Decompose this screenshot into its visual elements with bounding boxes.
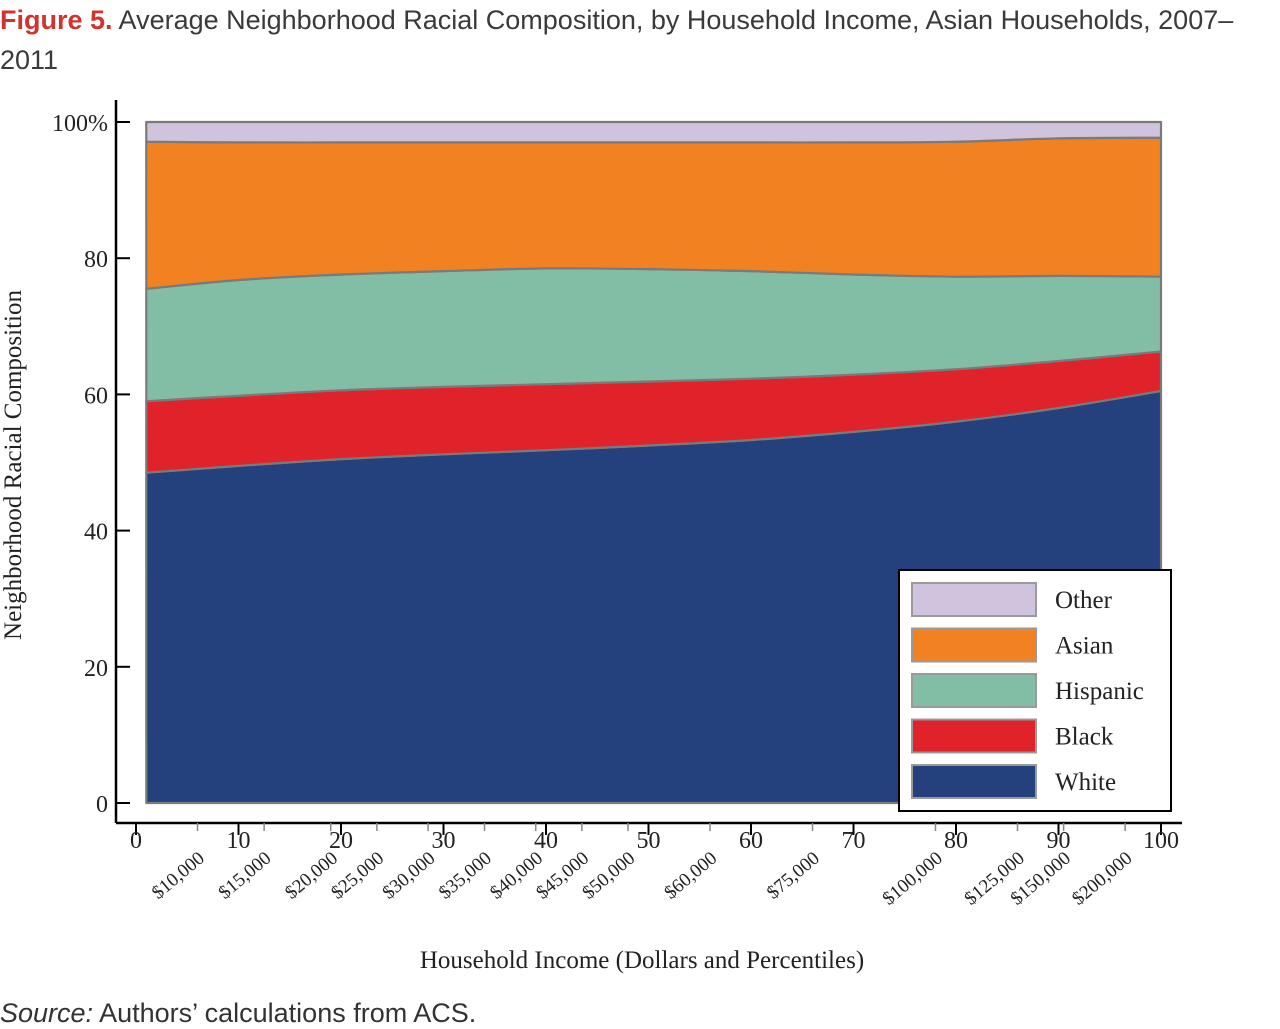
legend-swatch-white — [911, 764, 1037, 799]
legend-swatch-other — [911, 582, 1037, 617]
chart-title: Figure 5. Average Neighborhood Racial Co… — [0, 0, 1280, 80]
stacked-area-chart: 0 20 40 60 80 100% 0 10 20 30 40 50 60 70 80 90 100 $10,0… — [0, 100, 1182, 974]
source-label: Source: — [0, 998, 94, 1028]
dollar-tick-label: $10,000 — [148, 848, 209, 904]
source-note: Source: Authors’ calculations from ACS. — [0, 998, 476, 1029]
area-other — [145, 120, 1163, 144]
dollar-tick-label: $30,000 — [379, 848, 440, 904]
legend-label-other: Other — [1055, 587, 1113, 614]
dollar-tick-label: $100,000 — [879, 848, 947, 910]
legend-label-hispanic: Hispanic — [1055, 678, 1144, 705]
x-tick-label: 20 — [329, 828, 353, 854]
legend-label-black: Black — [1055, 724, 1114, 751]
legend-swatch-asian — [911, 627, 1037, 663]
y-tick-label: 100% — [52, 111, 108, 137]
x-tick-label: 60 — [739, 828, 763, 854]
x-tick-label: 10 — [227, 828, 251, 854]
area-layers — [145, 120, 1163, 805]
y-tick-label: 80 — [84, 247, 108, 273]
y-tick-label: 0 — [96, 792, 108, 818]
dollar-tick-label: $25,000 — [327, 848, 388, 904]
y-tick-label: 40 — [84, 520, 108, 546]
dollar-tick-label: $50,000 — [578, 848, 639, 904]
legend-swatch-black — [911, 718, 1037, 754]
dollar-tick-label: $200,000 — [1068, 848, 1136, 910]
dollar-tick-label: $60,000 — [660, 848, 721, 904]
dollar-tick-label: $75,000 — [763, 848, 824, 904]
x-tick-label: 50 — [637, 828, 661, 854]
x-tick-label: 0 — [130, 828, 142, 854]
x-tick-label: 80 — [944, 828, 968, 854]
x-tick-label: 40 — [534, 828, 558, 854]
x-tick-label: 90 — [1047, 828, 1071, 854]
x-tick-label: 70 — [842, 828, 866, 854]
area-asian — [145, 136, 1163, 290]
dollar-tick-label: $35,000 — [435, 848, 496, 904]
y-axis-label: Neighborhood Racial Composition — [0, 290, 27, 640]
x-tick-label: 30 — [432, 828, 456, 854]
x-axis-label: Household Income (Dollars and Percentile… — [420, 947, 864, 974]
legend-swatch-hispanic — [911, 673, 1037, 708]
legend-label-white: White — [1055, 769, 1116, 796]
dollar-tick-label: $15,000 — [215, 848, 276, 904]
y-tick-label: 20 — [84, 656, 108, 682]
legend: Other Asian Hispanic Black White — [898, 569, 1172, 812]
figure-label: Figure 5. — [0, 5, 113, 35]
figure-title-text: Average Neighborhood Racial Composition,… — [0, 5, 1234, 75]
source-text: Authors’ calculations from ACS. — [99, 998, 477, 1028]
y-tick-label: 60 — [84, 383, 108, 409]
x-tick-label: 100 — [1143, 828, 1179, 854]
legend-label-asian: Asian — [1055, 633, 1114, 660]
